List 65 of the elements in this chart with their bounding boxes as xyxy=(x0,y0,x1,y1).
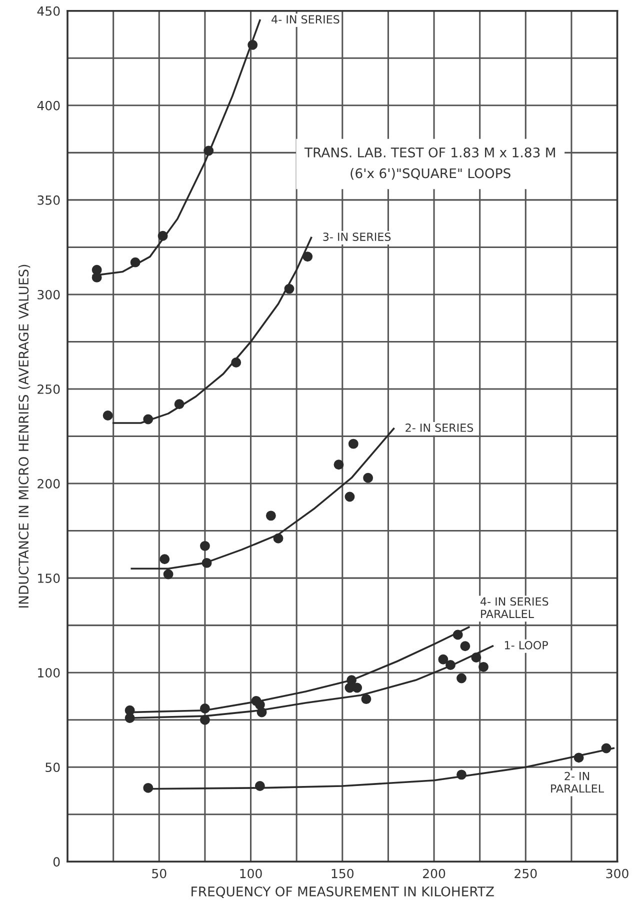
line-series xyxy=(112,236,312,424)
annotation: 2- IN PARALLEL xyxy=(551,772,604,793)
text: TRANS. LAB. TEST OF 1.83 M x 1.83 M (6'x 6')"SQUARE" LOOPS xyxy=(304,147,555,180)
point xyxy=(446,660,456,670)
point xyxy=(92,272,102,282)
point xyxy=(460,641,470,652)
y-tick-label: 100 xyxy=(38,668,60,678)
point xyxy=(302,252,313,262)
point xyxy=(200,704,210,714)
y-tick-label: 200 xyxy=(38,479,60,488)
point xyxy=(248,40,258,50)
point xyxy=(266,510,276,521)
point xyxy=(363,472,374,483)
y-tick-label: 450 xyxy=(37,6,60,16)
point xyxy=(284,284,294,294)
point xyxy=(130,257,140,268)
y-tick-label: 150 xyxy=(38,574,60,583)
annotation: 4- IN SERIES PARALLEL xyxy=(480,597,548,618)
point xyxy=(254,781,265,791)
point xyxy=(231,358,242,368)
point xyxy=(273,533,284,544)
point xyxy=(160,554,170,564)
y-tick-label: 0 xyxy=(53,857,60,867)
point xyxy=(174,399,184,410)
point xyxy=(438,654,448,664)
point xyxy=(601,743,612,754)
point xyxy=(352,682,362,693)
point xyxy=(163,569,174,580)
point xyxy=(348,438,358,449)
y-tick-label: 350 xyxy=(38,195,60,205)
point xyxy=(334,460,344,470)
point xyxy=(200,714,210,725)
x-tick-label: 150 xyxy=(332,868,354,878)
point xyxy=(478,662,488,672)
point xyxy=(456,673,466,684)
point xyxy=(158,230,168,241)
annotation: 1- LOOP xyxy=(505,640,548,650)
point xyxy=(452,630,463,640)
annotation: 2- IN SERIES xyxy=(406,424,474,432)
point xyxy=(361,694,372,704)
point xyxy=(143,782,154,793)
point xyxy=(456,770,466,780)
x-tick-label: 250 xyxy=(514,868,537,878)
y-tick-label: 250 xyxy=(38,384,60,394)
point xyxy=(574,752,584,763)
y-tick-label: 50 xyxy=(46,762,60,772)
point xyxy=(102,410,113,420)
point xyxy=(204,146,214,156)
x-tick-label: 300 xyxy=(606,868,628,878)
point xyxy=(344,492,355,502)
x-axis-title: FREQUENCY OF MEASUREMENT IN KILOHERTZ xyxy=(192,886,494,898)
point xyxy=(143,414,154,424)
annotation: 4- IN SERIES xyxy=(272,15,340,24)
point xyxy=(202,558,212,568)
y-tick-label: 300 xyxy=(38,290,60,300)
x-tick-label: 200 xyxy=(423,868,446,878)
point xyxy=(200,540,210,551)
x-tick-label: 50 xyxy=(152,868,166,878)
point xyxy=(124,712,135,723)
x-tick-label: 100 xyxy=(240,868,262,878)
y-tick-label: 400 xyxy=(37,100,60,110)
point xyxy=(471,652,482,662)
annotation: 3- IN SERIES xyxy=(323,232,391,241)
point xyxy=(256,707,267,718)
y-axis-title: INDUCTANCE IN MICRO HENRIES (AVERAGE VALUES) xyxy=(18,264,30,608)
